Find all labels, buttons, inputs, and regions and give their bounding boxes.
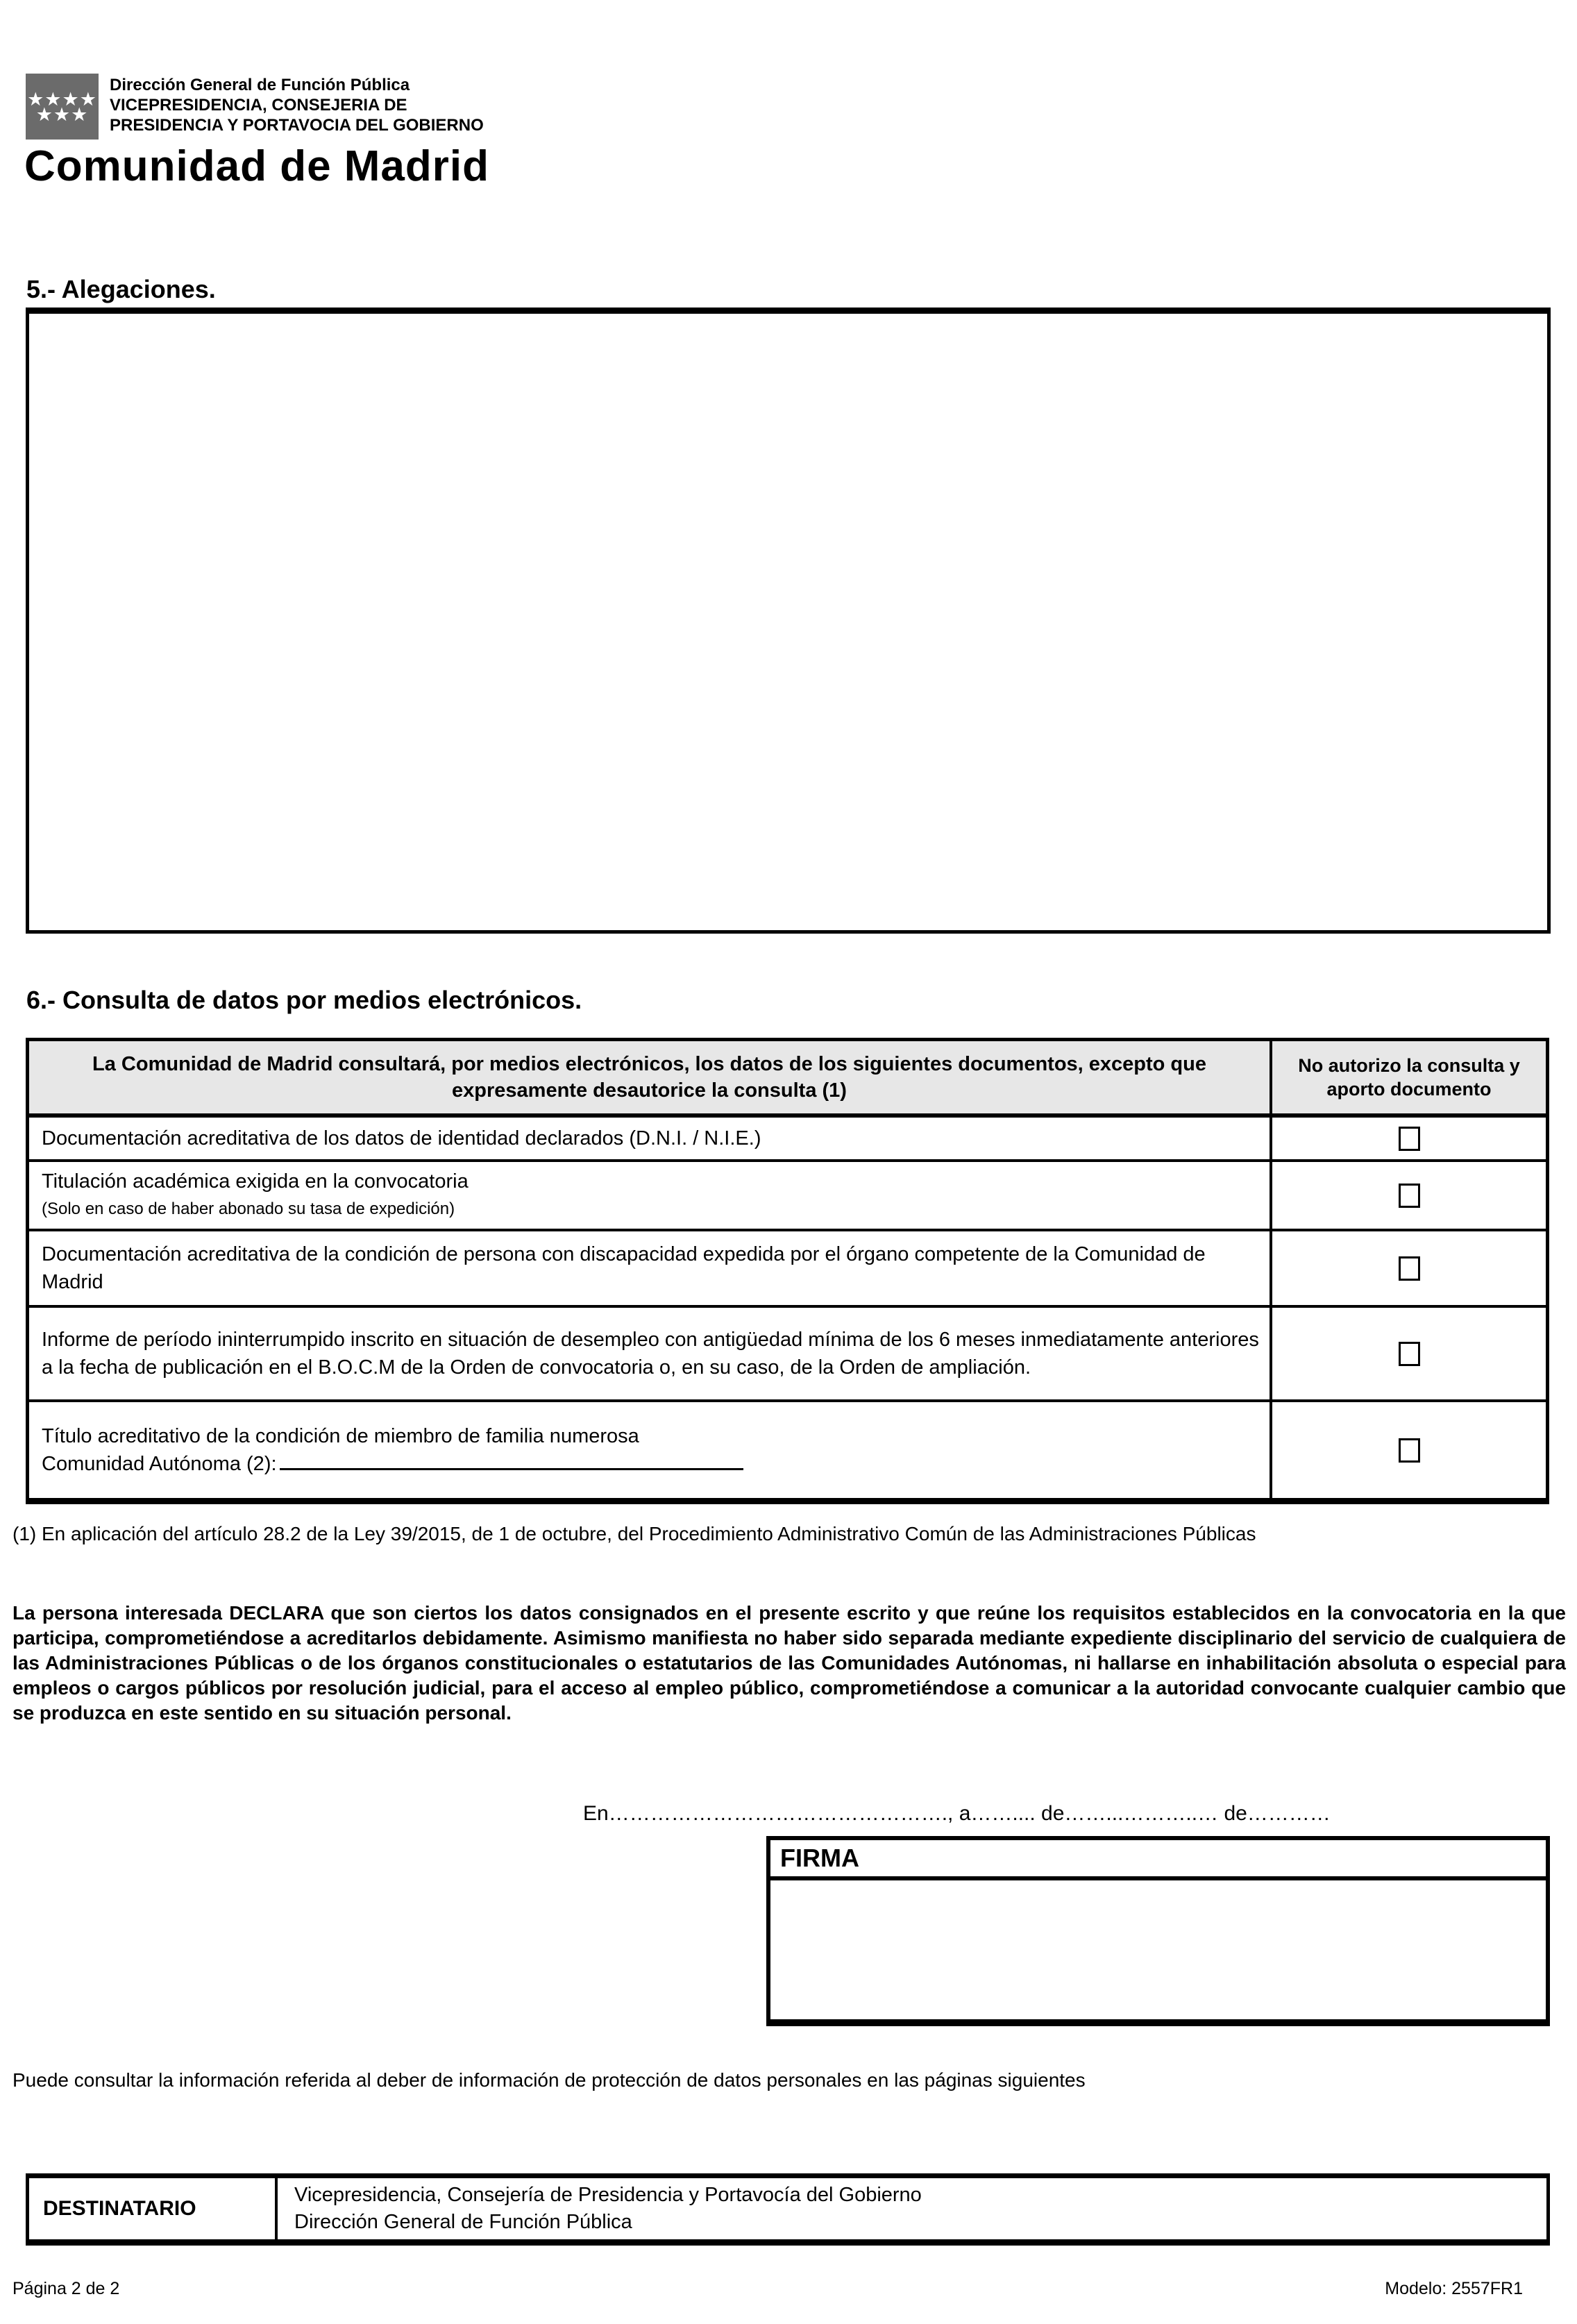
firma-label: FIRMA [770,1840,1546,1880]
table-row: Documentación acreditativa de los datos … [29,1113,1546,1159]
no-autorizo-checkbox-titulacion[interactable] [1398,1183,1420,1208]
row-label: Titulación académica exigida en la convo… [29,1162,1270,1229]
table-header-right: No autorizo la consulta y aporto documen… [1270,1041,1546,1113]
signature-input-area[interactable] [770,1880,1546,2060]
privacy-note: Puede consultar la información referida … [12,2069,1086,2091]
brand-title: Comunidad de Madrid [24,142,489,190]
page-header: ★★★★ ★★★ Dirección General de Función Pú… [26,74,484,140]
row-label-line2: Comunidad Autónoma (2): [42,1450,1260,1478]
table-row: Documentación acreditativa de la condici… [29,1229,1546,1305]
destinatario-line1: Vicepresidencia, Consejería de Presidenc… [294,2184,922,2206]
no-autorizo-checkbox-dni[interactable] [1398,1126,1420,1151]
page-number: Página 2 de 2 [12,2279,120,2298]
firma-box: FIRMA [766,1836,1550,2026]
table-row: Titulación académica exigida en la convo… [29,1159,1546,1229]
destinatario-box: DESTINATARIO Vicepresidencia, Consejería… [26,2173,1550,2246]
flag-stars-icon: ★★★★ [27,88,97,110]
org-header-text: Dirección General de Función Pública VIC… [110,74,484,135]
model-number: Modelo: 2557FR1 [1385,2279,1523,2298]
row-label: Documentación acreditativa de los datos … [42,1127,761,1150]
no-autorizo-checkbox-discapacidad[interactable] [1398,1256,1420,1281]
footnote-1: (1) En aplicación del artículo 28.2 de l… [12,1523,1256,1544]
alegaciones-input-area[interactable] [26,308,1551,934]
row-label: Informe de período ininterrumpido inscri… [42,1329,1259,1379]
row-label-note: (Solo en caso de haber abonado su tasa d… [42,1199,455,1218]
table-row: Informe de período ininterrumpido inscri… [29,1305,1546,1399]
org-line-3: PRESIDENCIA Y PORTAVOCIA DEL GOBIERNO [110,116,484,135]
org-line-2: VICEPRESIDENCIA, CONSEJERIA DE [110,96,407,115]
row-label-main: Titulación académica exigida en la convo… [42,1170,469,1193]
declaration-paragraph: La persona interesada DECLARA que son ci… [12,1602,1566,1724]
destinatario-line2: Dirección General de Función Pública [294,2211,632,2233]
row-label: Documentación acreditativa de la condici… [42,1243,1206,1293]
no-autorizo-checkbox-familia-numerosa[interactable] [1398,1438,1420,1463]
flag-stars-icon: ★★★ [35,103,89,125]
table-row: Título acreditativo de la condición de m… [29,1399,1546,1498]
destinatario-body: Vicepresidencia, Consejería de Presidenc… [278,2178,1546,2239]
section5-title: 5.- Alegaciones. [26,275,216,303]
date-place-line[interactable]: En…………………………………………., a…….... de……...……….… [583,1802,1331,1825]
section6-title: 6.- Consulta de datos por medios electró… [26,986,582,1014]
consulta-datos-table: La Comunidad de Madrid consultará, por m… [26,1038,1549,1504]
comunidad-autonoma-label: Comunidad Autónoma (2): [42,1453,277,1475]
comunidad-autonoma-input-line[interactable] [279,1465,743,1470]
table-header-left: La Comunidad de Madrid consultará, por m… [92,1053,1206,1102]
destinatario-label: DESTINATARIO [29,2178,278,2239]
table-header-row: La Comunidad de Madrid consultará, por m… [29,1041,1546,1113]
no-autorizo-checkbox-desempleo[interactable] [1398,1341,1420,1366]
row-label-line1: Título acreditativo de la condición de m… [42,1425,639,1447]
org-line-1: Dirección General de Función Pública [110,76,410,94]
row-label: Título acreditativo de la condición de m… [29,1402,1270,1498]
comunidad-madrid-flag-logo: ★★★★ ★★★ [26,74,99,140]
